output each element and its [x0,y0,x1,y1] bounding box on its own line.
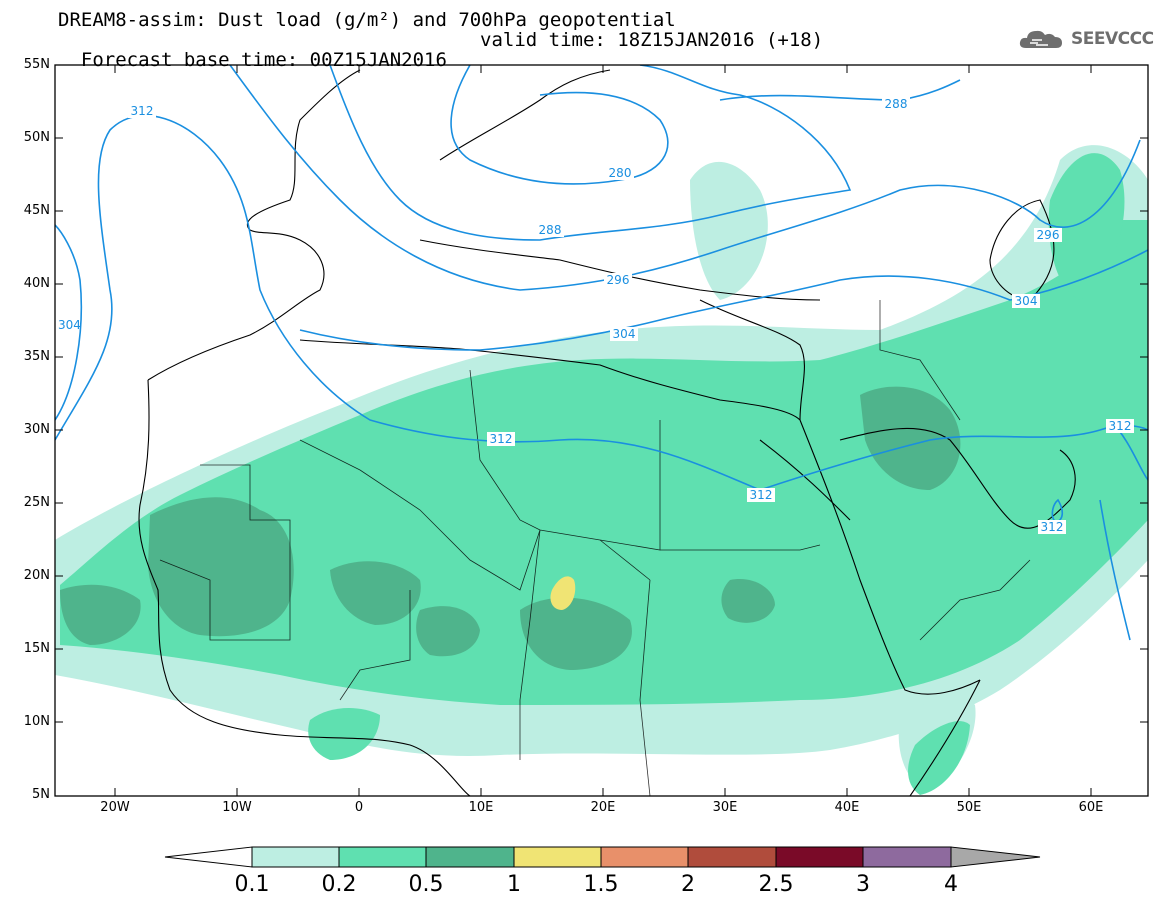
lon-label: 20W [100,800,130,815]
colorbar-label: 0.2 [321,872,357,897]
colorbar-label: 1.5 [583,872,619,897]
contour-label-304-iran: 304 [1012,294,1040,308]
lat-label: 10N [23,714,50,729]
colorbar-label: 0.5 [408,872,444,897]
lat-label: 15N [23,641,50,656]
colorbar-label: 4 [944,872,958,897]
colorbar [164,846,1041,868]
colorbar-under-arrow [164,846,253,868]
contour-label-text: 312 [1041,520,1064,534]
contour-label-text: 288 [885,97,908,111]
contour-label-312-sahara: 312 [487,432,515,446]
lat-label: 30N [23,422,50,437]
contour-label-text: 296 [1037,228,1060,242]
colorbar-label: 1 [507,872,521,897]
colorbar-over-arrow [950,846,1041,868]
lat-label: 40N [23,276,50,291]
colorbar-bin-6 [687,846,777,868]
contour-label-288-ne: 288 [882,97,910,111]
colorbar-bin-1 [251,846,340,868]
lat-label: 55N [23,57,50,72]
lat-label: 50N [23,130,50,145]
tick-marks [55,64,1148,797]
lon-label: 20E [590,800,616,815]
contour-labels: 312 288 280 288 296 304 296 304 312 312 … [55,97,1134,534]
contour-label-text: 312 [490,432,513,446]
dust-band-medium [60,153,1148,795]
lat-label: 20N [23,568,50,583]
contour-label-text: 304 [1015,294,1038,308]
contour-label-text: 288 [539,223,562,237]
contour-label-text: 304 [58,318,81,332]
lon-label: 60E [1078,800,1104,815]
contour-label-304-west: 304 [55,318,81,332]
dust-band-peak [550,576,576,610]
contour-label-312-egypt: 312 [747,488,775,502]
colorbar-label: 0.1 [234,872,270,897]
colorbar-label: 2 [681,872,695,897]
lon-label: 0 [354,800,364,815]
valid-time: valid time: 18Z15JAN2016 (+18) [480,29,824,51]
colorbar-bin-8 [862,846,952,868]
lat-label: 25N [23,495,50,510]
lat-label: 5N [32,787,50,802]
map-title: DREAM8-assim: Dust load (g/m²) and 700hP… [58,9,676,31]
lon-label: 40E [834,800,860,815]
contour-label-280: 280 [606,166,634,180]
colorbar-label: 3 [856,872,870,897]
contour-label-312-east: 312 [1106,419,1134,433]
lat-label: 45N [23,203,50,218]
colorbar-bin-5 [600,846,689,868]
country-borders [159,300,1031,796]
cloud-icon [1019,30,1062,48]
coastlines [138,69,1076,796]
lon-label: 10W [222,800,252,815]
colorbar-label: 2.5 [758,872,794,897]
contour-label-296-caspian: 296 [1034,228,1062,242]
contour-label-312-oman: 312 [1038,520,1066,534]
contour-label-text: 304 [613,327,636,341]
dust-band-dense [60,386,961,670]
contour-label-text: 296 [607,273,630,287]
colorbar-bin-4 [513,846,602,868]
colorbar-bin-3 [425,846,515,868]
colorbar-bin-2 [338,846,427,868]
contour-label-304-med: 304 [610,327,638,341]
seevccc-logo: SEEVCCC [1018,26,1154,52]
lat-label: 35N [23,349,50,364]
lon-label: 50E [956,800,982,815]
contour-label-312-nw: 312 [128,104,156,118]
lon-label: 30E [712,800,738,815]
contour-label-296-greece: 296 [604,273,632,287]
contour-label-288-adriatic: 288 [536,223,564,237]
contour-label-text: 312 [1109,419,1132,433]
colorbar-bin-7 [775,846,864,868]
contour-label-text: 280 [609,166,632,180]
contour-label-text: 312 [131,104,154,118]
lon-label: 10E [468,800,494,815]
logo-text: SEEVCCC [1071,29,1154,49]
contour-label-text: 312 [750,488,773,502]
